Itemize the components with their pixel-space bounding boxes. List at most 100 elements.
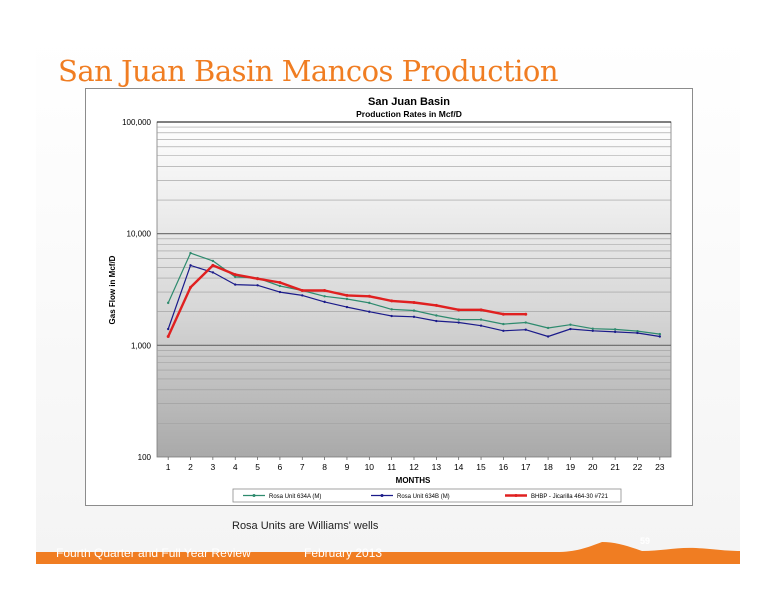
x-tick-label: 5 <box>255 462 260 472</box>
chart: San Juan Basin Production Rates in Mcf/D… <box>85 88 693 506</box>
data-point <box>502 322 505 326</box>
data-point <box>412 300 416 304</box>
x-tick-label: 7 <box>300 462 305 472</box>
data-point <box>166 327 170 331</box>
x-tick-label: 8 <box>322 462 327 472</box>
data-point <box>211 271 215 274</box>
data-point <box>569 327 572 331</box>
x-tick-label: 4 <box>233 462 238 472</box>
data-point <box>323 288 327 292</box>
x-axis-label: MONTHS <box>396 476 431 485</box>
data-point <box>166 334 170 338</box>
data-point <box>256 277 260 281</box>
data-point <box>524 321 527 324</box>
data-point <box>434 303 438 307</box>
x-tick-label: 22 <box>633 462 643 472</box>
plot-area <box>156 121 672 458</box>
data-point <box>457 318 460 321</box>
slide-title: San Juan Basin Mancos Production <box>58 54 559 88</box>
legend-marker <box>380 494 384 497</box>
data-point <box>256 284 259 287</box>
x-tick-label: 6 <box>278 462 283 472</box>
data-point <box>166 301 170 305</box>
data-point <box>345 305 349 309</box>
x-tick-label: 23 <box>655 462 665 472</box>
legend-box <box>232 488 622 503</box>
x-tick-label: 9 <box>345 462 350 472</box>
data-point <box>658 332 662 336</box>
data-point <box>189 264 192 267</box>
x-tick-label: 1 <box>166 462 171 472</box>
x-axis: 1 2 3 4 5 6 7 8 9 10 11 12 13 14 15 16 17 18 19 20 21 22 23 <box>166 457 665 472</box>
footer-date: February 2013 <box>304 546 383 560</box>
data-point <box>301 294 304 297</box>
y-axis: 100 1,000 10,000 100,000 <box>122 118 151 462</box>
data-point <box>546 335 550 338</box>
slide: San Juan Basin Mancos Production San Jua… <box>36 36 740 564</box>
data-point <box>390 299 394 303</box>
data-point <box>524 312 528 316</box>
legend-label: Rosa Unit 634B (M) <box>397 494 450 500</box>
legend-marker <box>514 494 518 497</box>
data-point <box>278 281 282 285</box>
data-point <box>479 308 483 312</box>
data-point <box>189 285 193 289</box>
legend-label: Rosa Unit 634A (M) <box>269 494 321 500</box>
data-point <box>479 324 483 327</box>
data-point <box>569 323 572 326</box>
x-tick-label: 19 <box>566 462 576 472</box>
y-tick-label: 100 <box>138 453 152 462</box>
data-point <box>591 327 594 330</box>
data-point <box>189 251 192 255</box>
data-point <box>412 309 416 312</box>
data-point <box>368 310 371 313</box>
data-point <box>345 293 349 297</box>
chart-title: San Juan Basin <box>368 96 450 108</box>
data-point <box>211 263 215 267</box>
data-point <box>457 308 461 312</box>
data-point <box>658 335 662 338</box>
data-point <box>524 328 527 331</box>
data-point <box>278 284 282 288</box>
footer-title: Fourth Quarter and Full Year Review <box>56 546 251 560</box>
data-point <box>435 314 438 317</box>
data-point <box>390 314 393 318</box>
x-tick-label: 18 <box>543 462 553 472</box>
y-tick-label: 100,000 <box>122 118 151 127</box>
x-tick-label: 12 <box>409 462 419 472</box>
x-tick-label: 10 <box>365 462 375 472</box>
data-point <box>479 318 483 321</box>
legend-label: BHBP - Jicarilla 464-30 #721 <box>531 494 609 500</box>
data-point <box>234 283 237 286</box>
data-point <box>278 290 282 294</box>
x-tick-label: 14 <box>454 462 464 472</box>
data-point <box>636 331 639 335</box>
data-point <box>234 275 237 279</box>
x-tick-label: 13 <box>432 462 442 472</box>
legend: Rosa Unit 634A (M) Rosa Unit 634B (M) BHBP… <box>243 494 609 500</box>
data-point <box>323 295 326 298</box>
x-tick-label: 2 <box>188 462 193 472</box>
y-tick-label: 1,000 <box>131 341 152 350</box>
data-point <box>300 288 304 292</box>
data-point <box>323 300 326 304</box>
legend-marker <box>252 494 256 497</box>
data-point <box>546 326 550 330</box>
data-point <box>435 319 438 323</box>
data-point <box>211 259 215 263</box>
series <box>166 251 662 338</box>
x-tick-label: 11 <box>387 462 396 472</box>
data-point <box>457 321 460 324</box>
data-point <box>613 330 617 334</box>
chart-caption: Rosa Units are Williams' wells <box>232 520 379 532</box>
y-tick-label: 10,000 <box>127 230 152 239</box>
data-point <box>233 273 237 277</box>
data-point <box>613 328 617 331</box>
data-point <box>636 329 639 333</box>
chart-subtitle: Production Rates in Mcf/D <box>356 109 462 119</box>
data-point <box>367 294 371 298</box>
x-tick-label: 17 <box>521 462 531 472</box>
data-point <box>368 301 371 305</box>
x-tick-label: 3 <box>211 462 216 472</box>
y-axis-label: Gas Flow in Mcf/D <box>108 255 117 324</box>
